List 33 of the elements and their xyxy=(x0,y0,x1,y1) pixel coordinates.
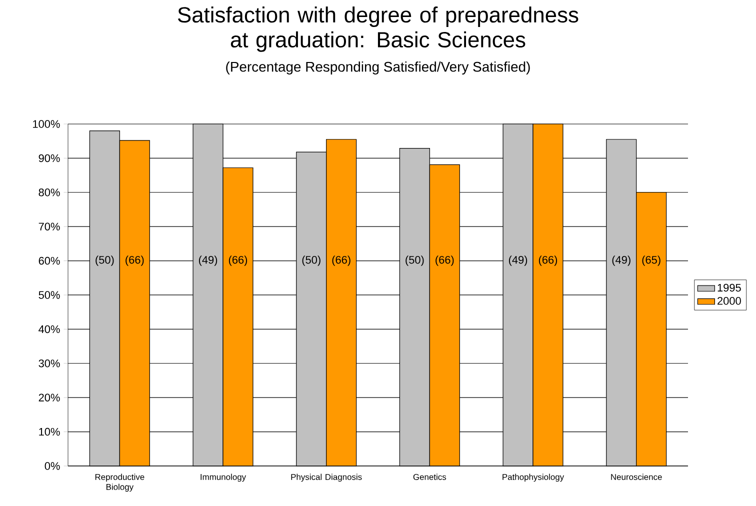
annotation: (50) xyxy=(96,256,114,266)
y-tick-label: 50% xyxy=(38,291,60,299)
x-tick-label: Neuroscience xyxy=(611,474,662,480)
annotation: (66) xyxy=(538,256,558,266)
annotation: (66) xyxy=(228,256,248,266)
y-tick-label: 20% xyxy=(38,394,60,402)
y-tick-label: 90% xyxy=(38,154,60,162)
annotation: (66) xyxy=(436,256,454,266)
annotation: (66) xyxy=(332,256,350,266)
y-tick-label: 40% xyxy=(38,325,60,334)
annotation: (50) xyxy=(302,256,320,266)
y-tick-label: 80% xyxy=(38,188,60,196)
annotation: (49) xyxy=(508,256,528,266)
x-tick-label: Physical Diagnosis xyxy=(291,474,362,482)
x-tick-label: Reproductive Biology xyxy=(95,474,144,492)
y-tick-label: 10% xyxy=(39,428,60,436)
legend-label: 2000 xyxy=(718,296,741,305)
annotation: (65) xyxy=(642,256,660,266)
x-tick-label: Immunology xyxy=(200,474,246,482)
x-tick-label: Pathophysiology xyxy=(502,474,564,482)
legend-label: 1995 xyxy=(718,284,741,292)
annotation: (49) xyxy=(198,256,218,266)
y-tick-label: 60% xyxy=(38,256,60,265)
y-tick-label: 70% xyxy=(38,222,60,230)
annotation: (66) xyxy=(126,256,144,266)
x-tick-label: Genetics xyxy=(413,474,446,480)
annotation: (49) xyxy=(612,256,630,266)
annotation: (50) xyxy=(406,256,424,266)
chart-title: Satisfaction with degree of preparedness at graduation: Basic Sciences xyxy=(178,6,578,52)
chart-subtitle: (Percentage Responding Satisfied/Very Satisfied) xyxy=(226,62,530,75)
y-tick-label: 30% xyxy=(38,360,60,368)
y-tick-label: 100% xyxy=(33,120,60,128)
y-tick-label: 0% xyxy=(44,462,60,470)
